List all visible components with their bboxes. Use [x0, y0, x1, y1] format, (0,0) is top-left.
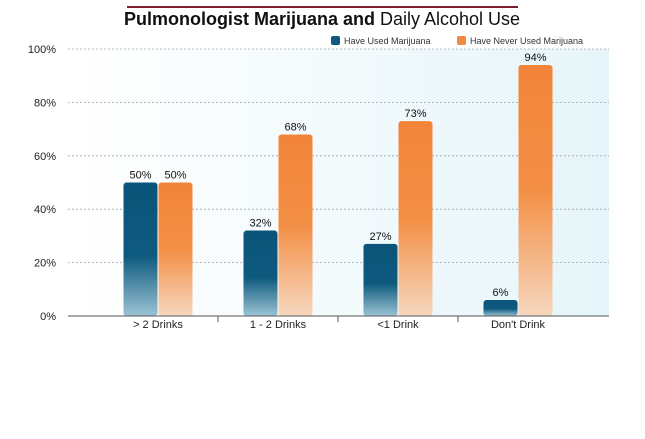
category-label: Don't Drink — [491, 319, 546, 331]
data-labels: 50% 50% 32% 68% 27% 73% 6% 94% — [129, 52, 546, 299]
bar-used — [363, 243, 398, 316]
y-tick-label: 0% — [40, 311, 56, 323]
y-tick-label: 60% — [34, 151, 56, 163]
bar-never-used — [278, 134, 313, 316]
data-label: 27% — [369, 231, 391, 243]
chart-title-bold: Pulmonologist Marijuana and — [124, 9, 375, 29]
bars — [123, 65, 553, 317]
data-label: 6% — [493, 287, 509, 299]
bar-never-used — [518, 65, 553, 317]
bar-used — [123, 182, 158, 316]
data-label: 50% — [129, 170, 151, 182]
legend-label-never-used: Have Never Used Marijuana — [470, 36, 583, 46]
bar-never-used — [158, 182, 193, 316]
legend-swatch-never-used — [457, 36, 466, 45]
y-tick-label: 80% — [34, 97, 56, 109]
legend-label-used: Have Used Marijuana — [344, 36, 431, 46]
data-label: 32% — [249, 218, 271, 230]
x-axis-ticks: > 2 Drinks 1 - 2 Drinks <1 Drink Don't Drin… — [133, 316, 546, 331]
bar-used — [243, 230, 278, 316]
bar-used — [483, 299, 518, 316]
y-tick-label: 20% — [34, 258, 56, 270]
data-label: 73% — [404, 108, 426, 120]
data-label: 94% — [524, 52, 546, 64]
data-label: 68% — [284, 121, 306, 133]
y-tick-label: 100% — [28, 44, 56, 56]
chart-title-regular: Daily Alcohol Use — [380, 9, 520, 29]
y-axis-ticks: 0% 20% 40% 60% 80% 100% — [28, 44, 56, 323]
category-label: <1 Drink — [377, 319, 419, 331]
chart-title: Pulmonologist Marijuana and Daily Alcoho… — [124, 9, 520, 29]
data-label: 50% — [164, 170, 186, 182]
y-tick-label: 40% — [34, 204, 56, 216]
category-label: > 2 Drinks — [133, 319, 183, 331]
category-label: 1 - 2 Drinks — [250, 319, 307, 331]
bar-never-used — [398, 121, 433, 316]
legend: Have Used Marijuana Have Never Used Mari… — [331, 36, 583, 46]
legend-swatch-used — [331, 36, 340, 45]
